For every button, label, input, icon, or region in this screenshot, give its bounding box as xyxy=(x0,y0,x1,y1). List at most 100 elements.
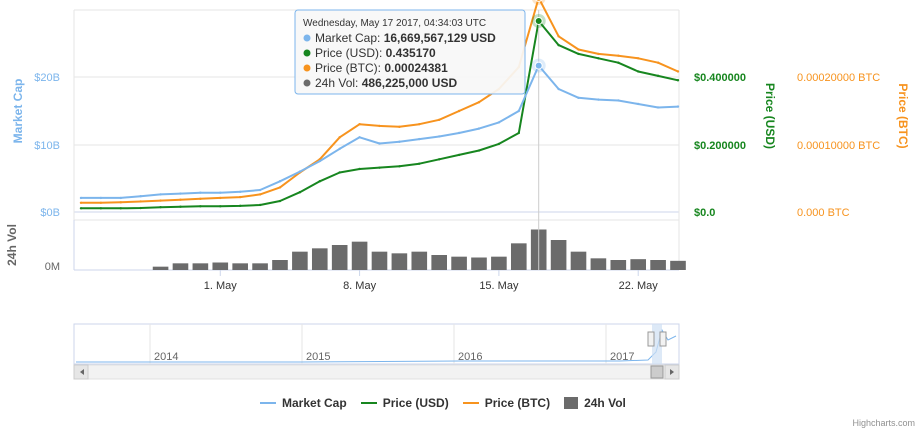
data-point-price_btc xyxy=(557,35,560,38)
crosshair xyxy=(531,0,546,270)
legend-item-price-btc[interactable]: Price (BTC) xyxy=(462,396,551,410)
tooltip-row-label: 24h Vol: 486,225,000 USD xyxy=(315,76,457,90)
tooltip-row-label: Market Cap: 16,669,567,129 USD xyxy=(315,31,496,45)
data-point-price_btc xyxy=(656,61,660,64)
volume-bar xyxy=(650,260,666,270)
navigator[interactable]: 2014 2015 2016 2017 xyxy=(73,323,680,380)
data-point-market_cap xyxy=(159,193,162,196)
legend-swatch xyxy=(360,402,377,404)
volume-bar xyxy=(431,255,447,270)
y-axis-title-price-usd: Price (USD) xyxy=(763,83,777,149)
y-tick-label-price-usd: $0.200000 xyxy=(694,140,746,152)
data-point-price_usd xyxy=(99,207,103,210)
data-point-market_cap xyxy=(676,105,680,108)
hover-halo xyxy=(532,0,546,5)
volume-bar xyxy=(371,251,388,270)
hover-marker xyxy=(534,61,543,70)
legend: Market Cap Price (USD) Price (BTC) 24h V… xyxy=(260,393,626,413)
volume-bar xyxy=(292,251,308,270)
data-point-price_btc xyxy=(457,109,461,113)
scrollbar-thumb xyxy=(650,365,664,379)
data-point-market_cap xyxy=(557,87,560,91)
tooltip-swatch xyxy=(303,49,311,57)
y-tick-label-price-btc: 0.00020000 BTC xyxy=(797,72,880,84)
data-point-market_cap xyxy=(278,180,282,183)
data-point-price_btc xyxy=(418,122,421,126)
x-tick-label: 1. May xyxy=(204,280,238,292)
volume-bar xyxy=(351,241,368,270)
data-point-price_btc xyxy=(258,193,262,196)
tooltip-row-value: 16,669,567,129 USD xyxy=(384,31,496,45)
tooltip-row-value: 0.00024381 xyxy=(384,61,448,75)
legend-item-market-cap[interactable]: Market Cap xyxy=(260,396,347,410)
data-point-price_usd xyxy=(676,79,680,82)
tooltip-header: Wednesday, May 17 2017, 04:34:03 UTC xyxy=(303,18,486,29)
y-tick-label-volume: 0M xyxy=(45,261,60,273)
y-tick-label-market-cap: $10B xyxy=(34,140,60,152)
data-point-price_usd xyxy=(199,205,202,208)
volume-bar xyxy=(311,248,328,270)
data-point-price_usd xyxy=(497,142,501,146)
y-tick-label-price-usd: $0.0 xyxy=(694,207,715,219)
scrollbar-track xyxy=(73,364,680,380)
legend-item-volume[interactable]: 24h Vol xyxy=(564,396,626,410)
y-tick-label-market-cap: $20B xyxy=(34,72,60,84)
navigator-year-label: 2017 xyxy=(610,351,634,363)
legend-label: Price (BTC) xyxy=(484,396,551,410)
data-point-market_cap xyxy=(179,192,182,195)
data-point-price_usd xyxy=(139,206,142,210)
y-axis-title-market-cap: Market Cap xyxy=(11,79,25,144)
scroll-left-icon xyxy=(80,369,84,375)
navigator-handle-left xyxy=(647,331,655,347)
data-point-price_btc xyxy=(637,57,640,60)
volume-bar xyxy=(590,258,607,270)
data-point-price_usd xyxy=(338,171,341,174)
volume-bar xyxy=(252,263,268,270)
tooltip: Wednesday, May 17 2017, 04:34:03 UTC Mark… xyxy=(294,9,526,95)
navigator-year-label: 2016 xyxy=(458,351,482,363)
tooltip-row-label: Price (BTC): 0.00024381 xyxy=(315,61,448,75)
volume-bar xyxy=(152,266,169,270)
volume-bar xyxy=(212,262,229,270)
tooltip-swatch xyxy=(303,34,311,42)
data-point-price_usd xyxy=(418,162,421,165)
legend-swatch xyxy=(564,397,579,409)
volume-bar xyxy=(670,260,686,270)
data-point-market_cap xyxy=(418,137,421,141)
volume-bar xyxy=(391,253,408,270)
data-point-price_usd xyxy=(637,70,640,73)
data-point-market_cap xyxy=(637,102,640,106)
data-point-price_btc xyxy=(79,201,83,204)
x-axis: 1. May 8. May 15. May 22. May xyxy=(204,270,658,292)
data-point-market_cap xyxy=(517,109,520,113)
x-tick-label: 22. May xyxy=(619,280,659,292)
data-point-market_cap xyxy=(378,142,381,145)
data-point-price_btc xyxy=(238,195,242,199)
tooltip-row-value: 486,225,000 USD xyxy=(362,76,458,90)
data-point-price_usd xyxy=(278,199,282,203)
data-point-market_cap xyxy=(238,190,242,193)
tooltip-swatch xyxy=(303,79,311,87)
volume-bar xyxy=(610,260,627,270)
data-point-price_usd xyxy=(219,205,222,208)
data-point-price_btc xyxy=(437,118,441,121)
data-point-market_cap xyxy=(199,191,202,194)
navigator-year-label: 2015 xyxy=(306,351,330,363)
legend-label: 24h Vol xyxy=(584,396,626,410)
y-tick-label-price-btc: 0.000 BTC xyxy=(797,207,850,219)
data-point-price_usd xyxy=(457,153,461,157)
data-point-market_cap xyxy=(318,159,321,163)
data-point-price_usd xyxy=(617,61,620,64)
data-point-market_cap xyxy=(358,136,361,139)
legend-label: Market Cap xyxy=(282,396,347,410)
data-point-price_usd xyxy=(358,167,361,171)
data-point-price_btc xyxy=(119,201,122,204)
scroll-right-icon xyxy=(670,369,674,375)
volume-bar xyxy=(630,259,647,270)
legend-item-price-usd[interactable]: Price (USD) xyxy=(360,396,449,410)
credits-link[interactable]: Highcharts.com xyxy=(852,418,915,428)
volume-area xyxy=(152,229,686,270)
volume-bar xyxy=(272,260,288,270)
